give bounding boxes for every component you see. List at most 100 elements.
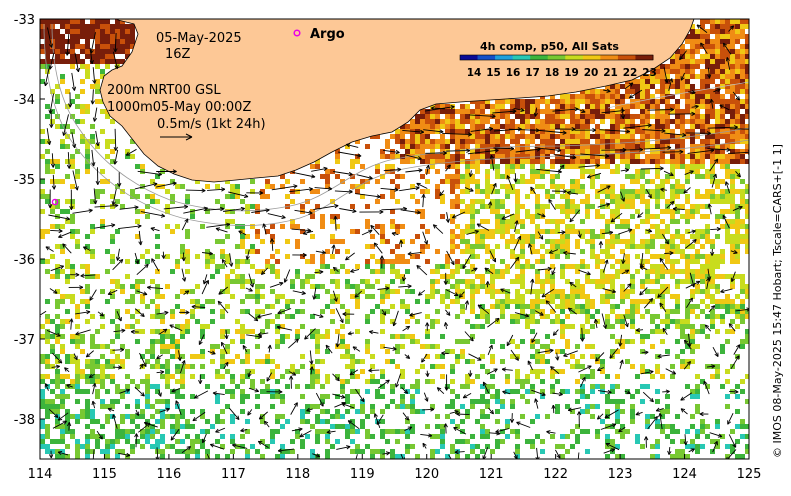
- sst-pixel: [135, 404, 140, 409]
- sst-pixel: [450, 274, 455, 279]
- sst-pixel: [705, 114, 710, 119]
- sst-pixel: [440, 139, 445, 144]
- sst-pixel: [740, 344, 745, 349]
- sst-pixel: [515, 139, 520, 144]
- sst-pixel: [100, 34, 105, 39]
- sst-pixel: [85, 389, 90, 394]
- sst-pixel: [190, 424, 195, 429]
- sst-pixel: [630, 364, 635, 369]
- sst-pixel: [680, 329, 685, 334]
- sst-pixel: [165, 334, 170, 339]
- sst-pixel: [105, 64, 110, 69]
- sst-pixel: [690, 39, 695, 44]
- sst-pixel: [350, 389, 355, 394]
- sst-pixel: [40, 394, 45, 399]
- sst-pixel: [510, 279, 515, 284]
- sst-pixel: [215, 419, 220, 424]
- sst-pixel: [125, 34, 130, 39]
- sst-pixel: [630, 144, 635, 149]
- sst-pixel: [675, 159, 680, 164]
- sst-pixel: [100, 404, 105, 409]
- sst-pixel: [85, 264, 90, 269]
- sst-pixel: [65, 24, 70, 29]
- sst-pixel: [225, 254, 230, 259]
- sst-pixel: [595, 259, 600, 264]
- sst-pixel: [565, 149, 570, 154]
- sst-pixel: [505, 244, 510, 249]
- sst-pixel: [695, 284, 700, 289]
- sst-pixel: [700, 299, 705, 304]
- sst-pixel: [585, 99, 590, 104]
- sst-pixel: [625, 154, 630, 159]
- sst-pixel: [450, 204, 455, 209]
- sst-pixel: [175, 419, 180, 424]
- sst-pixel: [640, 169, 645, 174]
- sst-pixel: [95, 24, 100, 29]
- sst-pixel: [40, 359, 45, 364]
- sst-pixel: [585, 194, 590, 199]
- sst-pixel: [600, 419, 605, 424]
- sst-pixel: [150, 444, 155, 449]
- sst-pixel: [485, 289, 490, 294]
- sst-pixel: [730, 69, 735, 74]
- sst-pixel: [265, 319, 270, 324]
- sst-pixel: [325, 379, 330, 384]
- sst-pixel: [665, 394, 670, 399]
- sst-pixel: [150, 339, 155, 344]
- sst-pixel: [165, 384, 170, 389]
- sst-pixel: [710, 299, 715, 304]
- sst-pixel: [350, 204, 355, 209]
- sst-pixel: [250, 224, 255, 229]
- sst-pixel: [75, 304, 80, 309]
- sst-pixel: [85, 374, 90, 379]
- sst-pixel: [670, 119, 675, 124]
- sst-pixel: [50, 334, 55, 339]
- sst-pixel: [335, 409, 340, 414]
- sst-pixel: [695, 404, 700, 409]
- sst-pixel: [565, 99, 570, 104]
- sst-pixel: [425, 294, 430, 299]
- sst-pixel: [680, 59, 685, 64]
- sst-pixel: [120, 449, 125, 454]
- sst-pixel: [460, 404, 465, 409]
- sst-pixel: [675, 229, 680, 234]
- sst-pixel: [405, 149, 410, 154]
- sst-pixel: [175, 439, 180, 444]
- sst-pixel: [300, 179, 305, 184]
- sst-pixel: [655, 214, 660, 219]
- sst-pixel: [730, 19, 735, 24]
- sst-pixel: [710, 94, 715, 99]
- sst-pixel: [710, 54, 715, 59]
- sst-pixel: [730, 114, 735, 119]
- sst-pixel: [725, 159, 730, 164]
- sst-pixel: [520, 164, 525, 169]
- sst-pixel: [730, 54, 735, 59]
- sst-pixel: [45, 414, 50, 419]
- sst-pixel: [95, 49, 100, 54]
- sst-pixel: [730, 129, 735, 134]
- sst-pixel: [60, 249, 65, 254]
- sst-pixel: [635, 159, 640, 164]
- sst-pixel: [455, 264, 460, 269]
- sst-pixel: [80, 29, 85, 34]
- sst-pixel: [380, 269, 385, 274]
- sst-pixel: [710, 114, 715, 119]
- sst-pixel: [645, 244, 650, 249]
- sst-pixel: [420, 174, 425, 179]
- sst-pixel: [45, 104, 50, 109]
- sst-pixel: [150, 314, 155, 319]
- sst-pixel: [665, 319, 670, 324]
- sst-pixel: [450, 244, 455, 249]
- sst-pixel: [55, 19, 60, 24]
- sst-pixel: [100, 69, 105, 74]
- sst-pixel: [620, 84, 625, 89]
- sst-pixel: [510, 319, 515, 324]
- sst-pixel: [615, 114, 620, 119]
- sst-pixel: [405, 139, 410, 144]
- sst-pixel: [720, 304, 725, 309]
- sst-pixel: [530, 264, 535, 269]
- sst-pixel: [650, 99, 655, 104]
- sst-pixel: [525, 159, 530, 164]
- sst-pixel: [300, 414, 305, 419]
- sst-pixel: [520, 414, 525, 419]
